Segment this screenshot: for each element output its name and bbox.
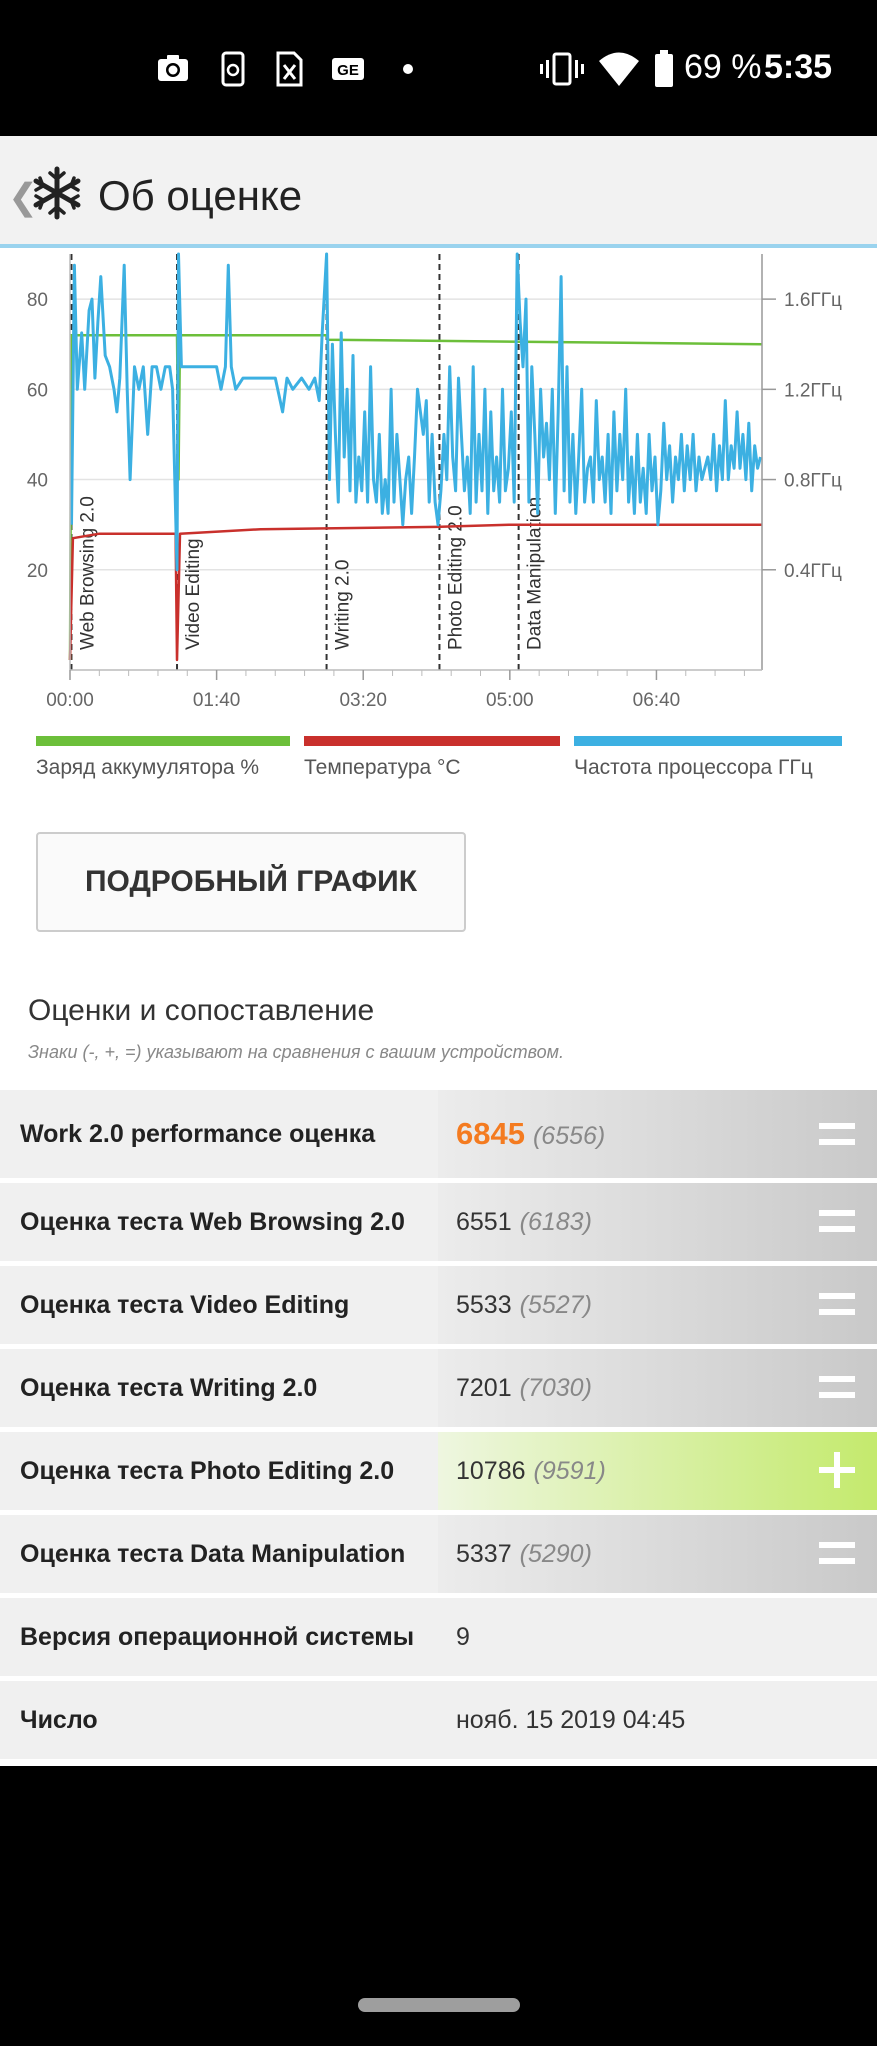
dot-icon <box>403 64 413 74</box>
page-title: Об оценке <box>98 172 303 219</box>
x-tick-label: 05:00 <box>486 690 534 711</box>
y-right-tick-label: 0.4ГГц <box>784 561 842 582</box>
score-row-writing[interactable]: Оценка теста Writing 2.0 7201 (7030) <box>0 1349 877 1427</box>
date-row: Число нояб. 15 2019 04:45 <box>0 1681 877 1759</box>
sheets-icon <box>276 51 303 87</box>
score-label: Оценка теста Video Editing <box>20 1291 350 1319</box>
legend-cpu: Частота процессора ГГц <box>574 736 842 796</box>
app-bar: ❮ Об оценке <box>0 136 877 248</box>
score-compare: (6183) <box>519 1208 592 1236</box>
x-tick-label: 01:40 <box>193 690 241 711</box>
score-compare: (5527) <box>519 1291 592 1319</box>
score-label: Оценка теста Photo Editing 2.0 <box>20 1457 395 1485</box>
y-right-tick-label: 1.2ГГц <box>784 380 842 401</box>
y-left-tick-label: 20 <box>27 561 48 582</box>
y-right-tick-label: 1.6ГГц <box>784 290 842 311</box>
score-compare: (6556) <box>532 1122 606 1150</box>
series-line <box>68 523 762 662</box>
score-row-video-editing[interactable]: Оценка теста Video Editing 5533 (5527) <box>0 1266 877 1344</box>
section-label: Writing 2.0 <box>333 560 354 650</box>
score-label: Оценка теста Writing 2.0 <box>20 1374 318 1402</box>
battery-icon <box>655 50 673 87</box>
chart-sections: Web Browsing 2.0 Video Editing Writing 2.0… <box>70 254 546 670</box>
camera-icon <box>158 55 188 81</box>
series-line <box>70 252 762 572</box>
score-value-cell: 5337 (5290) <box>438 1515 877 1593</box>
equal-sign-icon <box>819 1123 855 1145</box>
score-value: 5533 (5527) <box>456 1291 592 1319</box>
score-row-data-manipulation[interactable]: Оценка теста Data Manipulation 5337 (5290… <box>0 1515 877 1593</box>
legend-temperature-label: Температура °C <box>304 756 461 779</box>
os-version-value: 9 <box>456 1623 470 1651</box>
equal-sign-icon <box>819 1376 855 1398</box>
scores-subtitle: Знаки (-, +, =) указывают на сравнения с… <box>28 1042 565 1062</box>
score-label: Оценка теста Data Manipulation <box>20 1540 406 1568</box>
score-value-cell: 5533 (5527) <box>438 1266 877 1344</box>
section-label: Video Editing <box>183 538 204 650</box>
score-value-cell: 7201 (7030) <box>438 1349 877 1427</box>
snowflake-logo-icon[interactable] <box>30 166 84 220</box>
score-compare: (5290) <box>519 1540 592 1568</box>
score-label: Work 2.0 performance оценка <box>20 1120 376 1148</box>
equal-sign-icon <box>819 1542 855 1564</box>
y-left-tick-label: 60 <box>27 380 48 401</box>
x-tick-label: 03:20 <box>339 690 387 711</box>
battery-percent: 69 % <box>684 48 762 86</box>
legend-battery-swatch <box>36 736 290 746</box>
score-row-web-browsing[interactable]: Оценка теста Web Browsing 2.0 6551 (6183) <box>0 1183 877 1261</box>
svg-text:GE: GE <box>337 62 359 79</box>
status-bar: GE 69 % 5:35 <box>0 0 877 136</box>
date-label: Число <box>20 1706 98 1734</box>
content-area[interactable]: Web Browsing 2.0 Video Editing Writing 2.0… <box>0 248 877 1766</box>
phone-sync-icon <box>221 51 245 87</box>
score-row-photo-editing[interactable]: Оценка теста Photo Editing 2.0 10786 (959… <box>0 1432 877 1510</box>
clock: 5:35 <box>764 48 833 86</box>
legend-temperature: Температура °C <box>304 736 560 796</box>
score-value: 6551 (6183) <box>456 1208 592 1236</box>
os-version-cell: 9 <box>438 1598 877 1676</box>
detailed-chart-button[interactable]: ПОДРОБНЫЙ ГРАФИК <box>36 832 466 932</box>
wifi-icon <box>599 52 639 86</box>
x-tick-label: 06:40 <box>633 690 681 711</box>
os-version-label: Версия операционной системы <box>20 1623 415 1651</box>
vibrate-icon <box>540 52 584 86</box>
y-left-tick-label: 80 <box>27 290 48 311</box>
score-value-cell: 10786 (9591) <box>438 1432 877 1510</box>
score-value-cell: 6845 (6556) <box>438 1090 877 1178</box>
scores-title: Оценки и сопоставление <box>28 994 375 1027</box>
legend-cpu-label: Частота процессора ГГц <box>574 756 813 779</box>
legend-cpu-swatch <box>574 736 842 746</box>
date-value: нояб. 15 2019 04:45 <box>456 1706 686 1734</box>
legend-temperature-swatch <box>304 736 560 746</box>
y-left-tick-label: 40 <box>27 471 48 492</box>
score-label: Оценка теста Web Browsing 2.0 <box>20 1208 405 1236</box>
performance-chart: Web Browsing 2.0 Video Editing Writing 2.0… <box>27 252 842 711</box>
date-cell: нояб. 15 2019 04:45 <box>438 1681 877 1759</box>
score-row-work[interactable]: Work 2.0 performance оценка 6845 (6556) <box>0 1090 877 1178</box>
section-label: Photo Editing 2.0 <box>445 505 466 650</box>
score-compare: (9591) <box>533 1457 606 1485</box>
section-label: Web Browsing 2.0 <box>77 496 98 650</box>
equal-sign-icon <box>819 1210 855 1232</box>
score-compare: (7030) <box>519 1374 592 1402</box>
y-right-tick-label: 0.8ГГц <box>784 471 842 492</box>
chart-lines <box>68 252 763 662</box>
ge-icon: GE <box>332 58 364 80</box>
score-value-cell: 6551 (6183) <box>438 1183 877 1261</box>
score-value: 7201 (7030) <box>456 1374 592 1402</box>
plus-sign-icon <box>819 1452 855 1488</box>
back-chevron-icon[interactable]: ❮ <box>8 176 39 217</box>
scores-table: Work 2.0 performance оценка 6845 (6556) О… <box>0 1090 877 1764</box>
os-version-row: Версия операционной системы 9 <box>0 1598 877 1676</box>
home-indicator[interactable] <box>358 1998 520 2012</box>
x-tick-label: 00:00 <box>46 690 94 711</box>
legend-battery: Заряд аккумулятора % <box>36 736 290 796</box>
equal-sign-icon <box>819 1293 855 1315</box>
score-value: 10786 (9591) <box>456 1457 606 1485</box>
score-value: 6845 (6556) <box>456 1116 606 1151</box>
section-label: Data Manipulation <box>525 497 546 650</box>
chart-axes: 80 60 40 20 1.6ГГц 1.2ГГц 0.8ГГц 0.4ГГц 00:00 01:… <box>27 254 842 711</box>
legend-battery-label: Заряд аккумулятора % <box>36 756 260 779</box>
score-value: 5337 (5290) <box>456 1540 592 1568</box>
